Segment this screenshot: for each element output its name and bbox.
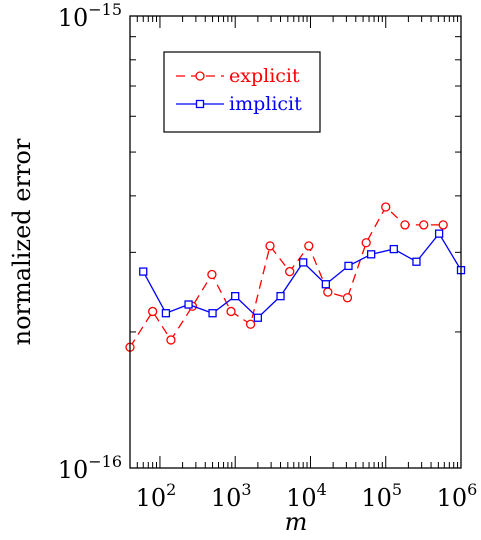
legend: explicit implicit (163, 51, 321, 133)
legend-marker (195, 71, 205, 81)
data-point-explicit (166, 335, 176, 345)
data-point-explicit (361, 238, 371, 248)
data-point-implicit (367, 250, 376, 259)
legend-items: explicit implicit (176, 65, 302, 115)
series-layer (125, 202, 466, 352)
legend-label: implicit (229, 93, 302, 115)
x-tick-label: 104 (286, 480, 327, 512)
x-tick-label: 106 (437, 480, 478, 512)
series-implicit (139, 229, 466, 322)
data-point-implicit (139, 267, 148, 276)
x-tick-label: 103 (211, 480, 252, 512)
data-point-explicit (265, 241, 275, 251)
data-point-implicit (321, 280, 330, 289)
data-point-implicit (161, 309, 171, 318)
data-point-implicit (184, 300, 193, 309)
data-point-explicit (381, 202, 391, 212)
labels-layer: 102 103 104 105 106 10−16 10−15 (58, 0, 478, 512)
data-point-explicit (438, 220, 448, 230)
data-point-explicit (207, 269, 217, 280)
data-point-explicit (245, 319, 256, 329)
plot-frame (129, 15, 462, 469)
data-point-explicit (419, 220, 429, 230)
x-tick-label: 105 (361, 480, 402, 512)
data-point-explicit (323, 287, 333, 297)
data-point-implicit (208, 309, 217, 318)
data-point-implicit (412, 257, 421, 266)
series-explicit (125, 202, 448, 352)
legend-item-implicit: implicit (176, 93, 302, 115)
data-point-implicit (389, 244, 398, 254)
x-tick-label: 102 (136, 480, 177, 512)
data-point-implicit (299, 258, 308, 267)
y-tick-label: 10−15 (58, 0, 122, 32)
data-point-explicit (400, 220, 410, 230)
data-point-implicit (231, 291, 240, 301)
data-point-explicit (304, 241, 314, 251)
y-tick-label: 10−16 (58, 452, 122, 484)
data-point-explicit (226, 306, 236, 317)
data-point-implicit (434, 229, 444, 238)
legend-box (163, 51, 321, 133)
data-point-implicit (344, 261, 353, 271)
data-point-explicit (285, 266, 295, 277)
data-point-implicit (253, 313, 263, 322)
data-point-explicit (148, 306, 158, 317)
legend-marker (195, 99, 205, 109)
series-line-explicit (129, 205, 444, 348)
x-axis-label: m (285, 508, 308, 536)
legend-label: explicit (229, 65, 300, 87)
y-axis-label: normalized error (8, 138, 36, 345)
data-point-implicit (276, 291, 285, 301)
legend-item-explicit: explicit (176, 65, 300, 87)
data-point-explicit (342, 293, 353, 303)
